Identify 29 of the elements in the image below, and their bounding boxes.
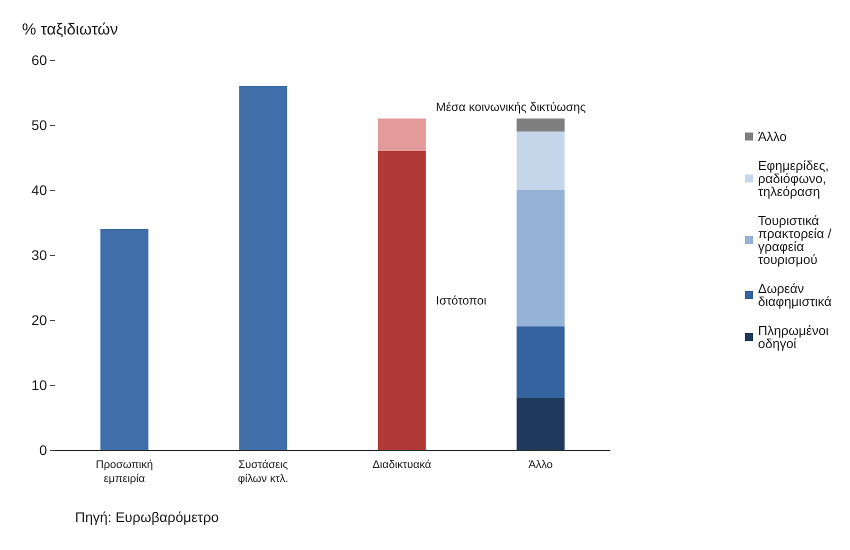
x-tick-label: Προσωπική εμπειρία bbox=[96, 459, 153, 485]
y-tick-label: 0 bbox=[39, 442, 48, 458]
y-tick-label: 20 bbox=[31, 312, 48, 328]
bar bbox=[378, 118, 426, 151]
y-tick-label: 60 bbox=[31, 52, 48, 68]
x-tick-label: Άλλο bbox=[528, 459, 553, 471]
bar bbox=[100, 229, 148, 450]
legend-label: Εφημερίδες, ραδιόφωνο, τηλεόραση bbox=[758, 158, 832, 199]
bar bbox=[516, 190, 565, 326]
legend-label: Τουριστικά πρακτορεία / γραφεία τουρισμού bbox=[758, 213, 836, 267]
y-axis-title: % ταξιδιωτών bbox=[22, 22, 118, 38]
y-tick-label: 10 bbox=[31, 377, 48, 393]
text: Πηγή: Ευρωβαρόμετρο bbox=[75, 509, 220, 525]
y-tick-label: 30 bbox=[31, 247, 48, 263]
bar bbox=[516, 326, 565, 398]
legend-label: Δωρεάν διαφημιστικά bbox=[758, 281, 832, 309]
bar bbox=[516, 132, 565, 190]
bar bbox=[378, 151, 426, 450]
y-tick-label: 40 bbox=[31, 182, 48, 198]
y-tick-label: 50 bbox=[31, 117, 48, 133]
x-tick-label: Διαδικτυακά bbox=[372, 459, 432, 471]
bar bbox=[516, 398, 565, 450]
bar bbox=[516, 118, 565, 132]
legend-label: Πληρωμένοι οδηγοί bbox=[758, 323, 832, 351]
legend-label: Άλλο bbox=[758, 129, 787, 144]
series-label: Ιστότοποι bbox=[436, 294, 487, 308]
x-tick-label: Συστάσεις φίλων κτλ. bbox=[238, 459, 288, 485]
bar bbox=[239, 86, 288, 450]
series-label: Μέσα κοινωνικής δικτύωσης bbox=[436, 100, 586, 114]
